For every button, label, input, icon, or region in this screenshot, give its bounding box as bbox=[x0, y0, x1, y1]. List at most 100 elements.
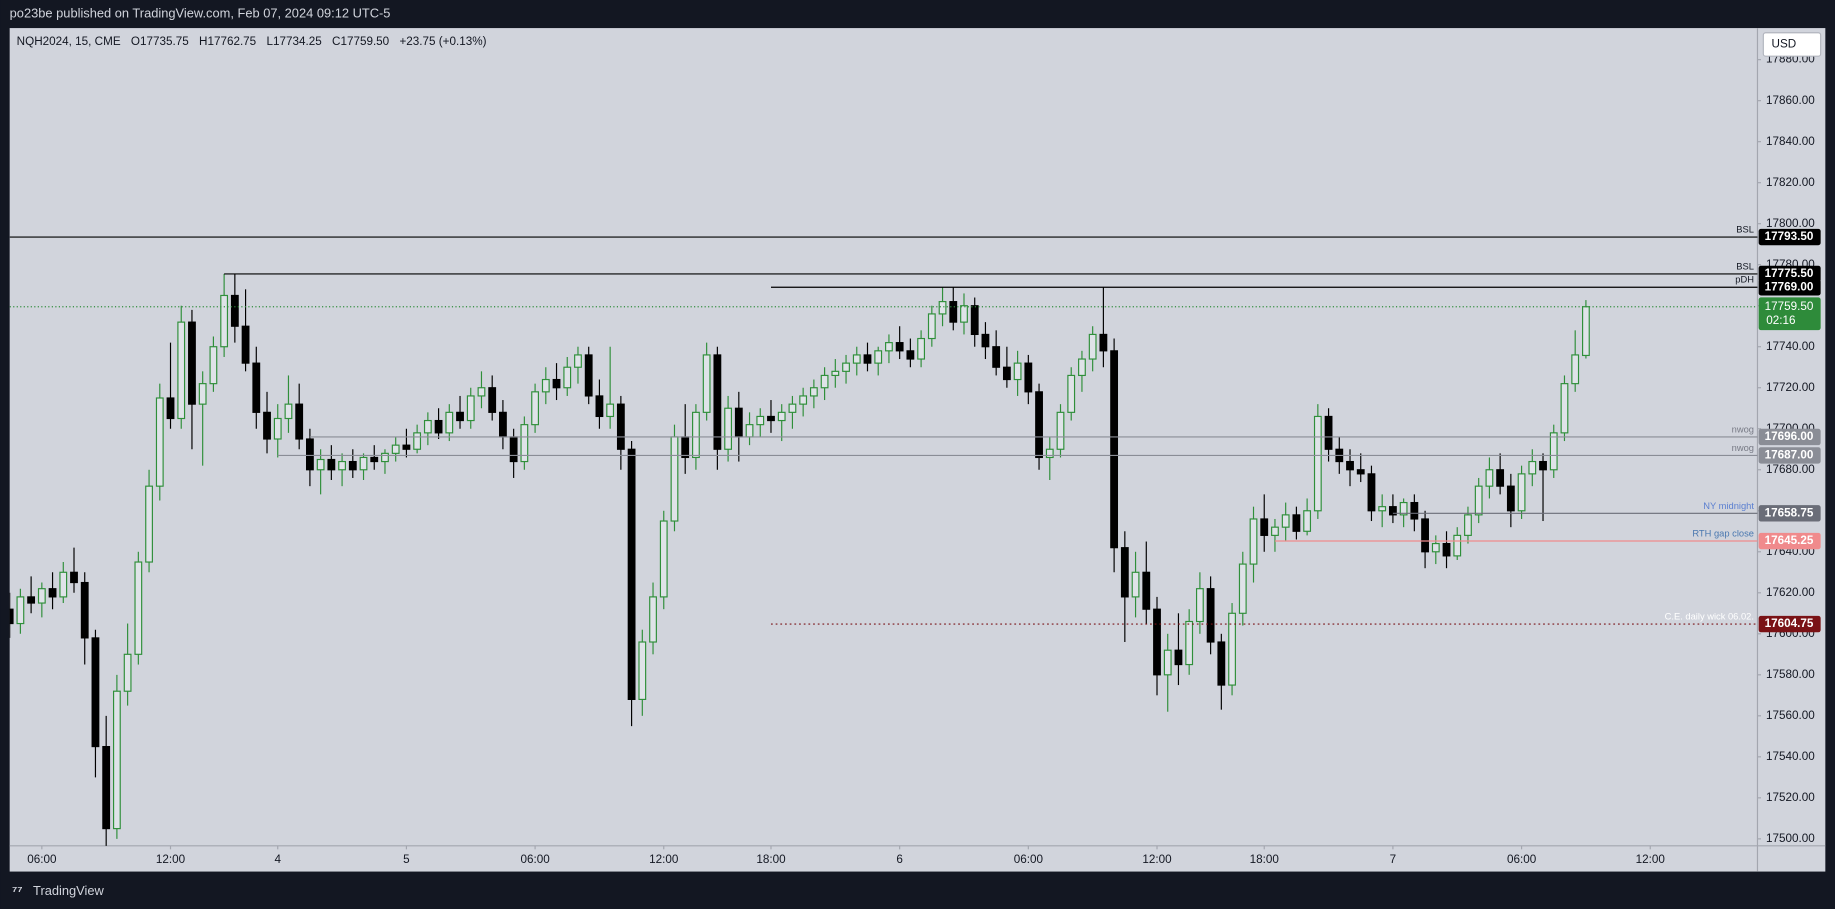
legend-high: H17762.75 bbox=[199, 35, 257, 48]
legend-low: L17734.25 bbox=[266, 35, 322, 48]
y-tick-label: 17680.00 bbox=[1766, 463, 1815, 476]
candle-body bbox=[348, 460, 357, 471]
candle-body bbox=[777, 411, 786, 422]
x-tick-label: 6 bbox=[896, 853, 903, 866]
countdown-label: 02:16 bbox=[1766, 314, 1795, 327]
candle-body bbox=[713, 354, 722, 450]
candle-body bbox=[595, 395, 604, 418]
candle-body bbox=[230, 294, 239, 327]
header: po23be published on TradingView.com, Feb… bbox=[10, 5, 391, 20]
candle-body bbox=[1110, 350, 1119, 549]
candle-body bbox=[1185, 620, 1194, 666]
candle-body bbox=[670, 436, 679, 522]
currency-box[interactable] bbox=[1762, 32, 1822, 57]
candle-body bbox=[520, 424, 529, 463]
legend-close: C17759.50 bbox=[332, 35, 390, 48]
candle-body bbox=[1378, 506, 1387, 512]
x-tick-label: 06:00 bbox=[1507, 853, 1537, 866]
candle-body bbox=[852, 354, 861, 364]
candle-body bbox=[1035, 391, 1043, 459]
level-name: pDH bbox=[1735, 275, 1754, 285]
level-price-label: 17696.00 bbox=[1765, 430, 1814, 443]
level-price-label: 17769.00 bbox=[1765, 280, 1814, 293]
candle-body bbox=[981, 333, 990, 348]
candle-body bbox=[1431, 542, 1440, 553]
candle-body bbox=[1303, 510, 1312, 532]
level-price-label: 17604.75 bbox=[1765, 617, 1814, 630]
candle-body bbox=[992, 346, 1001, 368]
level-price-label: 17658.75 bbox=[1765, 506, 1814, 519]
currency-label[interactable]: USD bbox=[1772, 38, 1797, 51]
candle-body bbox=[456, 411, 464, 422]
candle-body bbox=[745, 424, 754, 438]
candle-body bbox=[1346, 460, 1354, 471]
candle-body bbox=[734, 407, 743, 438]
candle-body bbox=[70, 571, 78, 584]
candle-body bbox=[1571, 354, 1580, 385]
x-tick-label: 06:00 bbox=[27, 853, 57, 866]
candle-body bbox=[241, 325, 250, 364]
candle-body bbox=[616, 403, 625, 450]
candle-body bbox=[681, 436, 690, 459]
y-tick-label: 17580.00 bbox=[1766, 668, 1815, 681]
candle-body bbox=[1399, 501, 1408, 516]
candle-body bbox=[252, 362, 261, 413]
candle-body bbox=[16, 596, 25, 625]
candle-body bbox=[1442, 542, 1451, 557]
footer-logo: ⁷⁷ bbox=[12, 883, 23, 898]
level-price-box bbox=[1758, 532, 1821, 550]
level-price-label: 17687.00 bbox=[1765, 449, 1814, 462]
candle-body bbox=[799, 395, 808, 405]
candle-body bbox=[316, 458, 325, 471]
candle-body bbox=[1099, 333, 1108, 352]
level-price-box bbox=[1758, 505, 1821, 522]
candle-body bbox=[1410, 501, 1419, 520]
candle-body bbox=[1485, 469, 1494, 487]
candle-body bbox=[809, 387, 818, 397]
candle-body bbox=[1153, 608, 1161, 676]
candle-body bbox=[1474, 485, 1483, 516]
candle-body bbox=[1260, 518, 1269, 536]
candle-body bbox=[1281, 514, 1290, 528]
x-tick-label: 12:00 bbox=[1636, 853, 1666, 866]
candle-body bbox=[1292, 514, 1301, 532]
y-tick-label: 17860.00 bbox=[1766, 94, 1815, 107]
candle-body bbox=[531, 391, 539, 426]
x-tick-label: 4 bbox=[274, 853, 281, 866]
y-tick-label: 17520.00 bbox=[1766, 791, 1815, 804]
candle-body bbox=[885, 342, 893, 352]
plot bbox=[9, 236, 1758, 846]
candle-body bbox=[198, 383, 207, 405]
candle-body bbox=[1120, 547, 1129, 598]
candle-body bbox=[917, 337, 926, 360]
candle-body bbox=[102, 745, 111, 830]
y-tick-label: 17800.00 bbox=[1766, 217, 1815, 230]
candle-body bbox=[1002, 366, 1011, 381]
candle-body bbox=[906, 350, 915, 360]
candle-body bbox=[756, 415, 765, 426]
currency-button[interactable]: USD bbox=[1762, 32, 1822, 57]
candle-body bbox=[1228, 612, 1236, 686]
candle-body bbox=[155, 397, 164, 487]
candle-body bbox=[1056, 411, 1065, 450]
candle-body bbox=[1195, 588, 1204, 623]
candle-body bbox=[1517, 473, 1526, 512]
candle-body bbox=[863, 354, 872, 364]
legend: NQH2024, 15, CME O17735.75 H17762.75 L17… bbox=[17, 35, 487, 48]
y-tick-label: 17820.00 bbox=[1766, 176, 1815, 189]
candle-body bbox=[37, 588, 46, 604]
candle-body bbox=[134, 561, 143, 655]
candle-body bbox=[263, 411, 271, 440]
candle-body bbox=[767, 415, 775, 422]
level-name: BSL bbox=[1736, 224, 1754, 234]
y-tick-label: 17500.00 bbox=[1766, 832, 1815, 845]
candle-body bbox=[413, 432, 422, 450]
x-tick-label: 12:00 bbox=[649, 853, 679, 866]
candle-body bbox=[273, 417, 282, 440]
level-name: nwog bbox=[1732, 424, 1754, 434]
candle-body bbox=[938, 301, 947, 315]
y-tick-label: 17840.00 bbox=[1766, 135, 1815, 148]
candle-body bbox=[606, 403, 615, 418]
candle-body bbox=[284, 403, 293, 420]
